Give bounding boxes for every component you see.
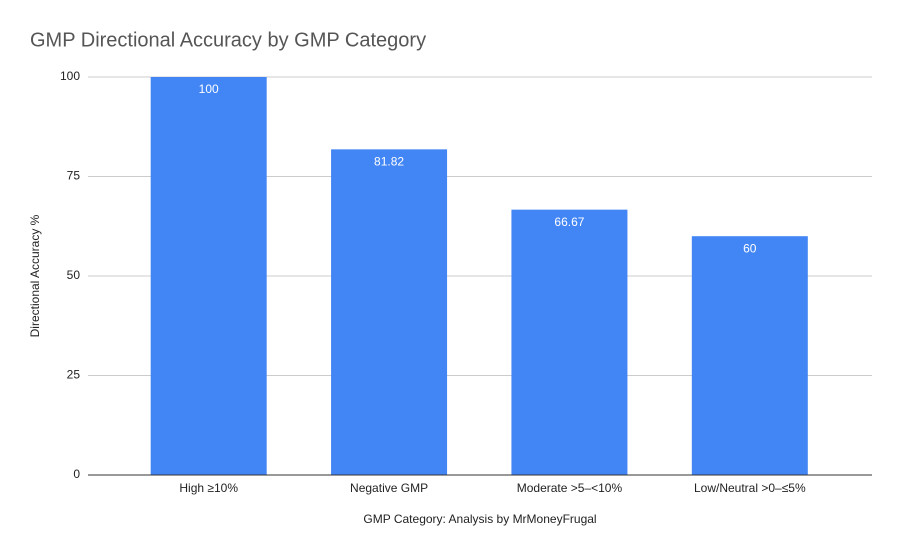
bar [331, 149, 448, 476]
y-tick-label: 75 [67, 169, 81, 183]
y-tick-label: 0 [73, 467, 80, 481]
x-tick-label: Low/Neutral >0–≤5% [694, 481, 806, 495]
chart-title: GMP Directional Accuracy by GMP Category [30, 29, 426, 51]
x-axis-label: GMP Category: Analysis by MrMoneyFrugal [363, 512, 596, 526]
bar [150, 77, 267, 475]
x-tick-label: Moderate >5–<10% [517, 481, 623, 495]
x-tick-label: High ≥10% [179, 481, 238, 495]
bar [691, 236, 808, 475]
x-tick-label: Negative GMP [350, 481, 428, 495]
y-tick-label: 25 [67, 368, 81, 382]
value-label: 81.82 [374, 155, 404, 169]
value-label: 66.67 [554, 215, 584, 229]
value-label: 60 [743, 241, 757, 255]
y-tick-label: 100 [60, 69, 80, 83]
y-tick-label: 50 [67, 268, 81, 282]
bar [511, 209, 628, 476]
value-label: 100 [199, 82, 219, 96]
y-axis-label: Directional Accuracy % [28, 214, 42, 337]
